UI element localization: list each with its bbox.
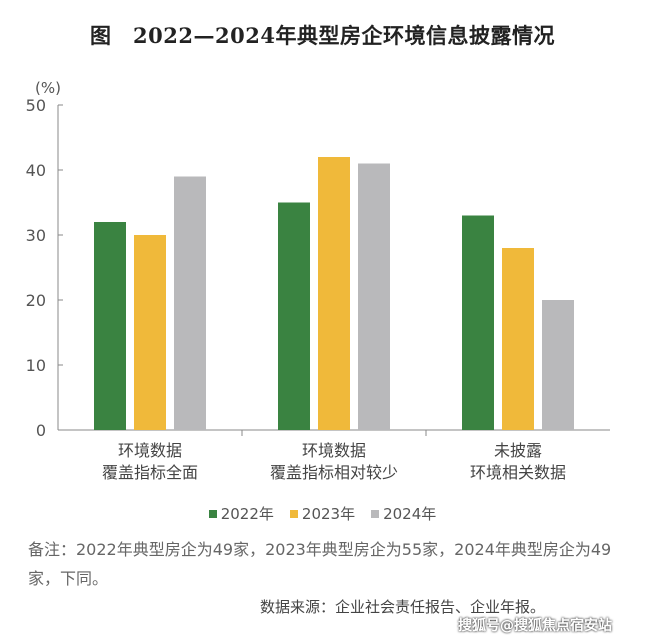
- legend-label: 2024年: [383, 505, 437, 523]
- y-tick-label: 0: [36, 421, 46, 440]
- label-layer: 01020304050(%)环境数据覆盖指标全面环境数据覆盖指标相对较少未披露环…: [26, 79, 566, 482]
- y-tick-label: 10: [26, 356, 46, 375]
- bar-3-2: [502, 248, 534, 430]
- legend-label: 2023年: [301, 505, 356, 523]
- legend-swatch: [371, 509, 380, 518]
- x-category-label: 环境数据: [302, 441, 366, 460]
- bar-2-1: [278, 202, 310, 430]
- x-category-label: 覆盖指标相对较少: [270, 463, 398, 482]
- bar-layer: [94, 157, 574, 430]
- bar-2-2: [318, 157, 350, 430]
- legend-swatch: [208, 509, 217, 518]
- legend-swatch: [289, 509, 298, 518]
- bar-chart: 01020304050(%)环境数据覆盖指标全面环境数据覆盖指标相对较少未披露环…: [26, 79, 610, 482]
- x-category-label: 环境数据: [118, 441, 182, 460]
- bar-1-1: [94, 222, 126, 430]
- x-category-label: 环境相关数据: [470, 463, 566, 482]
- legend-item: 2022年: [208, 503, 274, 524]
- watermark: 搜狐号@搜狐焦点宿安站: [458, 618, 612, 634]
- y-tick-label: 20: [26, 291, 46, 310]
- x-category-label: 覆盖指标全面: [102, 463, 198, 482]
- y-tick-label: 30: [26, 226, 46, 245]
- x-category-label: 未披露: [494, 441, 542, 460]
- y-unit-label: (%): [35, 79, 61, 97]
- legend: 2022年 2023年 2024年: [0, 503, 645, 524]
- bar-1-2: [134, 235, 166, 430]
- data-source: 数据来源：企业社会责任报告、企业年报。: [260, 598, 546, 616]
- bar-3-1: [462, 215, 494, 430]
- legend-item: 2024年: [371, 503, 436, 524]
- bar-1-3: [174, 176, 206, 430]
- y-tick-label: 40: [26, 161, 46, 180]
- footnote: 备注：2022年典型房企为49家，2023年典型房企为55家，2024年典型房企…: [28, 540, 612, 588]
- legend-item: 2023年: [289, 503, 356, 524]
- legend-label: 2022年: [220, 505, 274, 523]
- bar-3-3: [542, 300, 574, 430]
- y-tick-label: 50: [26, 96, 46, 115]
- chart-title: 图 2022—2024年典型房企环境信息披露情况: [90, 23, 555, 48]
- bar-2-3: [358, 163, 390, 430]
